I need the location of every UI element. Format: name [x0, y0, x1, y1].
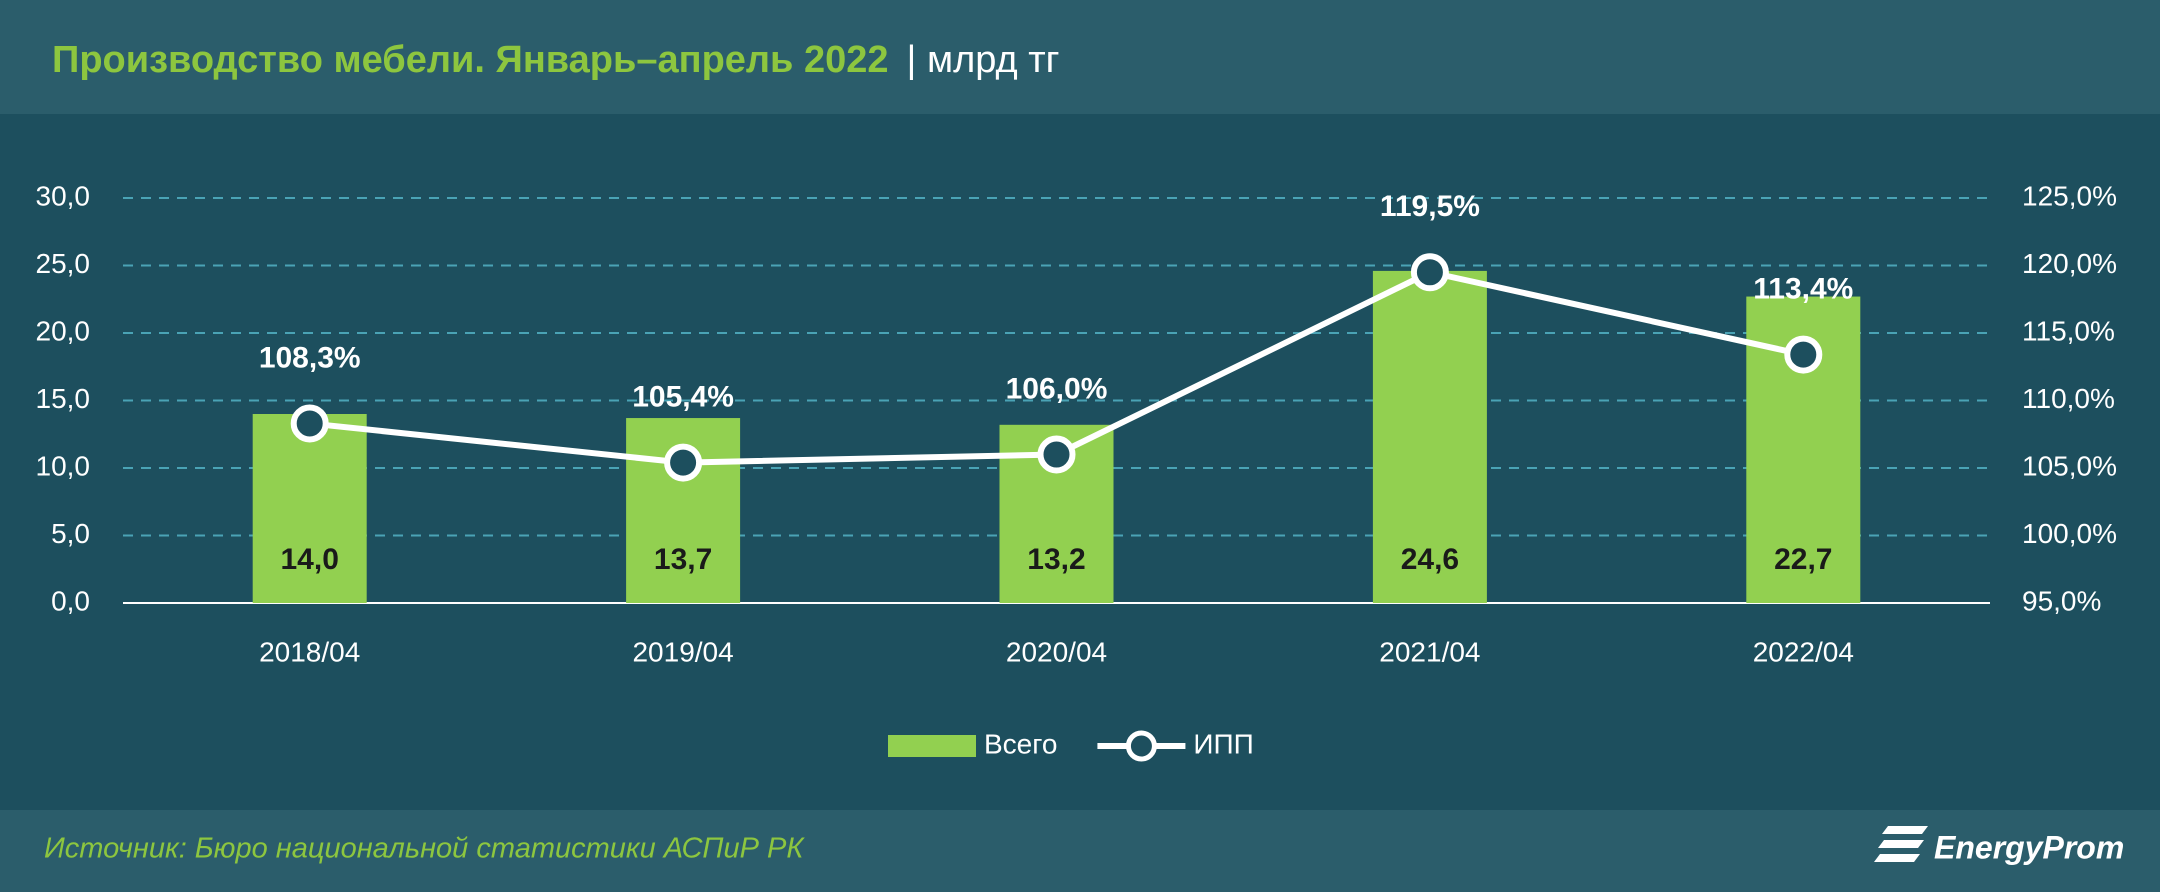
x-tick-label: 2021/04: [1379, 636, 1480, 667]
line-value-label: 113,4%: [1753, 273, 1853, 306]
logo: EnergyProm: [1934, 829, 2124, 865]
bar-value-label: 13,2: [1027, 543, 1085, 576]
line-point: [1410, 253, 1449, 292]
y2-tick-label: 125,0%: [2022, 180, 2117, 211]
legend-swatch: [888, 735, 976, 757]
logo-icon: [1874, 826, 1928, 862]
y2-tick-label: 105,0%: [2022, 450, 2117, 481]
legend-label: Всего: [984, 728, 1057, 759]
line-value-label: 106,0%: [1006, 372, 1108, 405]
x-tick-label: 2019/04: [632, 636, 733, 667]
y-tick-label: 25,0: [36, 248, 91, 279]
line-value-label: 108,3%: [259, 341, 361, 374]
line-value-label: 119,5%: [1380, 190, 1480, 223]
legend-swatch: [1125, 730, 1157, 762]
legend-label: ИПП: [1193, 728, 1253, 759]
source: Источник: Бюро национальной статистики А…: [44, 833, 805, 865]
chart-title: Производство мебели. Январь–апрель 2022: [52, 39, 889, 81]
y2-tick-label: 115,0%: [2022, 315, 2115, 346]
y2-tick-label: 95,0%: [2022, 585, 2101, 616]
line-point: [1784, 335, 1823, 374]
y-tick-label: 30,0: [36, 180, 91, 211]
chart-subtitle: | млрд тг: [907, 39, 1060, 81]
y-tick-label: 10,0: [36, 450, 91, 481]
y-tick-label: 20,0: [36, 315, 91, 346]
y2-tick-label: 100,0%: [2022, 518, 2117, 549]
header-band: [0, 0, 2160, 114]
x-tick-label: 2018/04: [259, 636, 360, 667]
y-tick-label: 0,0: [51, 585, 90, 616]
bar-value-label: 13,7: [654, 543, 712, 576]
y2-tick-label: 120,0%: [2022, 248, 2117, 279]
footer-band: [0, 810, 2160, 892]
y2-tick-label: 110,0%: [2022, 383, 2115, 414]
bar-value-label: 24,6: [1401, 543, 1459, 576]
line-point: [1037, 435, 1076, 474]
bar-value-label: 22,7: [1774, 543, 1832, 576]
bar: [1372, 270, 1487, 603]
bar: [252, 414, 367, 603]
line-value-label: 105,4%: [632, 381, 734, 414]
bar-value-label: 14,0: [281, 543, 339, 576]
y-tick-label: 5,0: [51, 518, 90, 549]
y-tick-label: 15,0: [36, 383, 91, 414]
line-point: [290, 404, 329, 443]
line-point: [664, 443, 703, 482]
x-tick-label: 2022/04: [1753, 636, 1854, 667]
x-tick-label: 2020/04: [1006, 636, 1107, 667]
